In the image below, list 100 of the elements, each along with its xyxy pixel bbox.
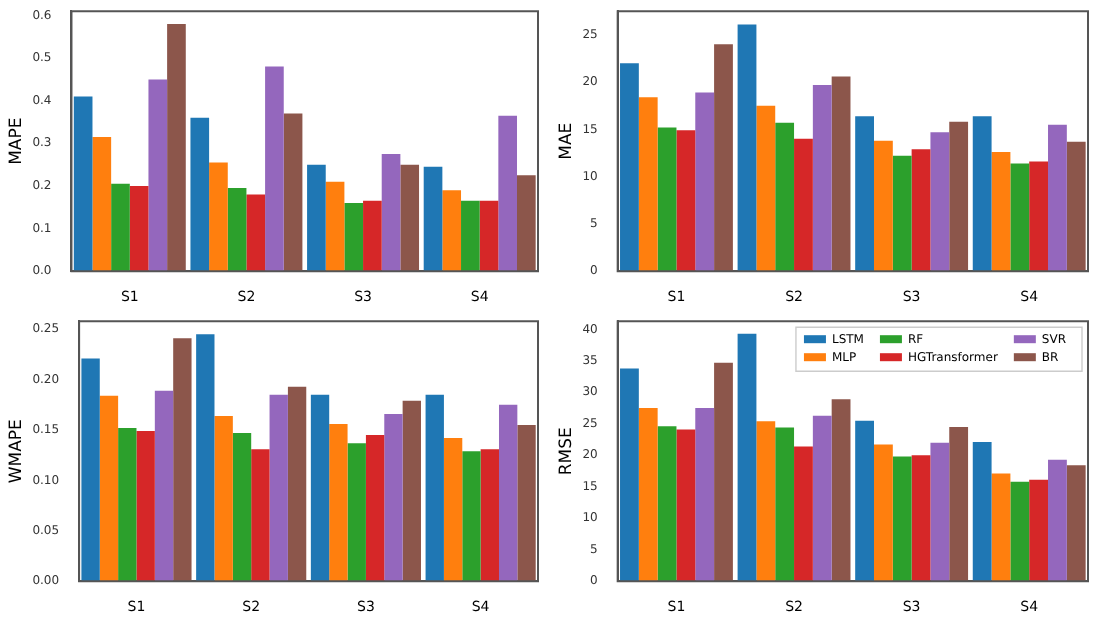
bar — [676, 130, 696, 272]
bar — [148, 79, 168, 272]
bar — [1048, 124, 1067, 272]
bar — [517, 425, 536, 582]
bar — [265, 66, 284, 272]
y-axis-title: MAPE — [6, 117, 27, 165]
bar — [129, 185, 149, 272]
bar — [111, 183, 130, 272]
bar — [498, 115, 518, 272]
bar — [384, 413, 403, 582]
bar — [287, 386, 307, 582]
bar — [246, 194, 266, 272]
bar — [991, 473, 1011, 582]
bar — [831, 76, 851, 272]
bar — [695, 92, 715, 272]
bar — [214, 415, 233, 582]
bar — [657, 127, 677, 272]
bar — [443, 438, 463, 582]
bar — [892, 155, 912, 272]
bar — [695, 408, 715, 582]
bar — [81, 358, 100, 582]
bar — [657, 426, 677, 582]
bar — [92, 136, 112, 272]
bar — [775, 122, 795, 272]
bar — [831, 399, 851, 582]
bar — [714, 44, 733, 272]
bar — [972, 442, 992, 582]
y-axis-title: RMSE — [556, 427, 577, 476]
bar — [329, 423, 348, 582]
bar — [462, 451, 481, 582]
bar — [167, 23, 186, 272]
bar — [1048, 459, 1067, 582]
bar — [737, 333, 757, 582]
bar — [347, 443, 366, 582]
bar — [118, 428, 137, 582]
bar — [794, 138, 813, 272]
bar — [402, 400, 421, 582]
bar — [381, 153, 401, 272]
bar — [480, 449, 499, 582]
bar — [136, 431, 155, 582]
bar — [423, 166, 443, 272]
y-axis-title: WMAPE — [6, 419, 27, 484]
bar — [1029, 479, 1049, 582]
bar — [363, 200, 382, 272]
bar — [1010, 481, 1030, 582]
bar — [620, 63, 639, 272]
bar — [812, 84, 832, 272]
bar — [1029, 161, 1049, 272]
bar — [714, 362, 733, 582]
bar — [425, 394, 444, 582]
bar — [325, 181, 345, 272]
bar — [892, 456, 912, 582]
bar — [812, 415, 832, 582]
bar — [499, 404, 518, 582]
bar — [232, 433, 252, 582]
bar — [855, 420, 874, 582]
bar — [949, 426, 969, 582]
bar — [991, 152, 1011, 272]
bar — [461, 200, 480, 272]
bar — [154, 390, 174, 582]
bar — [756, 421, 776, 582]
bar — [190, 117, 210, 272]
bar — [874, 444, 893, 582]
bar — [855, 116, 874, 272]
bar — [874, 140, 893, 272]
bar — [930, 442, 950, 582]
bar — [949, 121, 969, 272]
bar — [676, 429, 696, 582]
bar — [209, 162, 228, 272]
bar — [930, 132, 950, 272]
bar — [794, 446, 813, 582]
bar — [310, 394, 330, 582]
bar — [1010, 163, 1030, 272]
bar — [756, 105, 776, 272]
bar — [775, 427, 795, 582]
bar — [638, 408, 658, 582]
bar — [1066, 465, 1086, 582]
bar — [620, 368, 639, 582]
bar — [73, 96, 93, 272]
bar — [173, 338, 192, 582]
bar — [196, 334, 215, 582]
bar — [400, 164, 420, 272]
bar — [972, 116, 992, 272]
bar — [269, 394, 288, 582]
bar — [442, 190, 462, 272]
bar — [911, 455, 931, 582]
bar — [99, 395, 119, 582]
y-axis-title: MAE — [556, 122, 577, 160]
bar — [344, 203, 364, 272]
bar — [307, 164, 326, 272]
bar — [365, 435, 385, 582]
bar — [479, 200, 499, 272]
bar — [1066, 141, 1086, 272]
bar — [227, 188, 247, 272]
bar — [911, 149, 931, 272]
bar — [638, 97, 658, 272]
bar — [251, 449, 270, 582]
bar — [517, 175, 536, 272]
bar — [283, 113, 303, 272]
bar — [737, 24, 757, 272]
